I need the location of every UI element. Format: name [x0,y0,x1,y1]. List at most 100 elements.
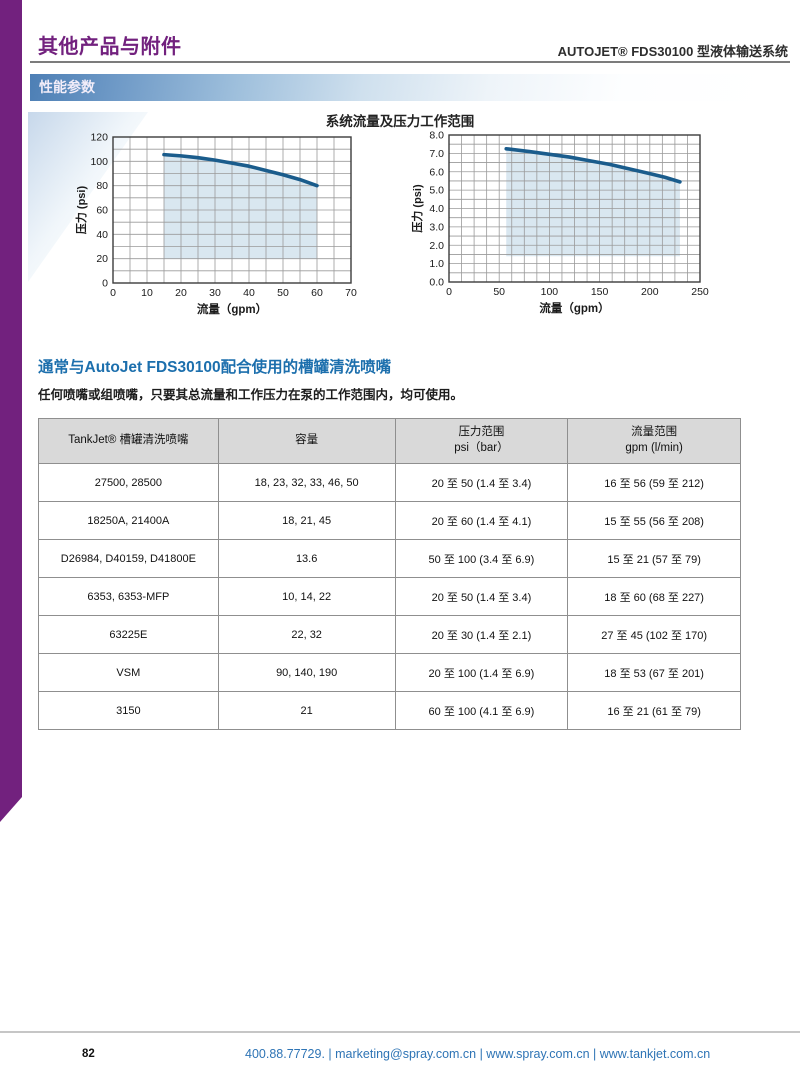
svg-text:1.0: 1.0 [429,258,444,270]
flow-pressure-chart-psi: 0 10 20 30 40 50 60 70 0 20 40 60 80 100 120 流量（gpm） 压力 … [73,131,363,324]
chart-svg: 0 50 100 150 200 250 0.0 1.0 2.0 3.0 4.0 5.0 6.0 7.0 8… [410,130,709,316]
table-cell: 60 至 100 (4.1 至 6.9) [394,691,569,730]
operating-curve [162,152,319,188]
table-cell: 20 至 100 (1.4 至 6.9) [394,653,569,692]
performance-band: 性能参数 [30,74,770,101]
nozzle-table-body: 27500, 28500 18, 23, 32, 33, 46, 50 20 至 5… [38,463,741,730]
svg-text:40: 40 [96,229,108,241]
svg-text:50: 50 [277,287,289,299]
table-cell: 20 至 60 (1.4 至 4.1) [394,501,569,540]
purple-side-ribbon [0,0,22,822]
svg-text:100: 100 [541,286,559,298]
svg-text:0: 0 [102,278,108,290]
svg-text:20: 20 [96,253,108,265]
header-divider [30,61,790,63]
column-header: TankJet® 槽罐清洗喷嘴 [38,418,219,464]
charts-title: 系统流量及压力工作范围 [325,114,475,129]
table-cell: 18 至 53 (67 至 201) [567,653,741,692]
svg-text:0.0: 0.0 [429,277,444,289]
table-row: 3150 21 60 至 100 (4.1 至 6.9) 16 至 21 (61 至 … [38,691,741,730]
table-row: VSM 90, 140, 190 20 至 100 (1.4 至 6.9) 18 至 … [38,653,741,692]
y-axis-title: 压力 (psi) [74,186,88,235]
x-axis-title: 流量（gpm） [197,302,267,316]
svg-text:40: 40 [243,287,255,299]
svg-text:10: 10 [141,287,153,299]
performance-band-label: 性能参数 [39,79,95,95]
table-cell: 16 至 21 (61 至 79) [567,691,741,730]
svg-text:250: 250 [691,286,709,298]
table-cell: 6353, 6353-MFP [38,577,219,616]
table-cell: 18 至 60 (68 至 227) [567,577,741,616]
table-cell: 21 [217,691,396,730]
table-cell: 90, 140, 190 [217,653,396,692]
table-cell: 22, 32 [217,615,396,654]
svg-text:0: 0 [110,287,116,299]
page-title: 其他产品与附件 [38,36,182,58]
operating-region [164,154,317,259]
table-row: 6353, 6353-MFP 10, 14, 22 20 至 50 (1.4 至 3… [38,577,741,616]
table-cell: 20 至 50 (1.4 至 3.4) [394,577,569,616]
y-axis-title: 压力 (psi) [410,184,424,233]
table-cell: 20 至 30 (1.4 至 2.1) [394,615,569,654]
grid-lines [448,134,701,283]
plot-border [112,136,352,284]
svg-text:30: 30 [209,287,221,299]
footer-contact: 400.88.77729. | marketing@spray.com.cn |… [245,1047,711,1061]
svg-text:60: 60 [96,205,108,217]
product-title: AUTOJET® FDS30100 型液体输送系统 [557,44,788,59]
table-cell: 15 至 21 (57 至 79) [567,539,741,578]
svg-text:80: 80 [96,180,108,192]
table-cell: 15 至 55 (56 至 208) [567,501,741,540]
table-cell: 10, 14, 22 [217,577,396,616]
table-cell: 18250A, 21400A [38,501,219,540]
svg-text:70: 70 [345,287,357,299]
svg-text:100: 100 [90,156,108,168]
table-cell: 16 至 56 (59 至 212) [567,463,741,502]
table-cell: 50 至 100 (3.4 至 6.9) [394,539,569,578]
table-cell: 20 至 50 (1.4 至 3.4) [394,463,569,502]
table-cell: VSM [38,653,219,692]
svg-text:0: 0 [446,286,452,298]
svg-text:7.0: 7.0 [429,148,444,160]
plot-border [448,134,701,283]
table-cell: 18, 21, 45 [217,501,396,540]
table-cell: 18, 23, 32, 33, 46, 50 [217,463,396,502]
svg-text:120: 120 [90,132,108,144]
column-header: 流量范围 gpm (l/min) [567,418,741,464]
column-header: 压力范围 psi（bar） [394,418,569,464]
svg-text:50: 50 [493,286,505,298]
table-cell: 27 至 45 (102 至 170) [567,615,741,654]
nozzle-table-header: TankJet® 槽罐清洗喷嘴 容量 压力范围 psi（bar） 流量范围 gpm (… [38,418,741,464]
chart-svg: 0 10 20 30 40 50 60 70 0 20 40 60 80 100 120 流量（gpm） 压力 … [74,132,357,317]
table-cell: D26984, D40159, D41800E [38,539,219,578]
table-cell: 13.6 [217,539,396,578]
svg-text:3.0: 3.0 [429,221,444,233]
svg-text:2.0: 2.0 [429,240,444,252]
table-row: D26984, D40159, D41800E 13.6 50 至 100 (3.4… [38,539,741,578]
svg-text:150: 150 [591,286,609,298]
table-cell: 27500, 28500 [38,463,219,502]
table-header-row: TankJet® 槽罐清洗喷嘴 容量 压力范围 psi（bar） 流量范围 gpm (… [38,418,741,464]
table-row: 18250A, 21400A 18, 21, 45 20 至 60 (1.4 至 4… [38,501,741,540]
nozzle-section-title: 通常与AutoJet FDS30100配合使用的槽罐清洗喷嘴 [38,359,392,376]
table-cell: 3150 [38,691,219,730]
table-row: 27500, 28500 18, 23, 32, 33, 46, 50 20 至 5… [38,463,741,502]
grid-lines [112,136,352,284]
svg-text:200: 200 [641,286,659,298]
page-number: 82 [82,1048,95,1060]
svg-text:20: 20 [175,287,187,299]
svg-text:60: 60 [311,287,323,299]
column-header: 容量 [217,418,396,464]
tick-labels: 0 50 100 150 200 250 0.0 1.0 2.0 3.0 4.0 5.0 6.0 7.0 8… [429,130,709,299]
nozzle-section-note: 任何喷嘴或组喷嘴，只要其总流量和工作压力在泵的工作范围内，均可使用。 [38,388,464,402]
table-row: 63225E 22, 32 20 至 30 (1.4 至 2.1) 27 至 45 (… [38,615,741,654]
footer-divider [0,1031,800,1033]
svg-text:4.0: 4.0 [429,203,444,215]
tick-labels: 0 10 20 30 40 50 60 70 0 20 40 60 80 100 120 [90,132,357,300]
flow-pressure-chart-large-flow: 0 50 100 150 200 250 0.0 1.0 2.0 3.0 4.0 5.0 6.0 7.0 8… [409,129,712,323]
svg-text:6.0: 6.0 [429,166,444,178]
operating-region [506,148,680,257]
nozzle-table: TankJet® 槽罐清洗喷嘴 容量 压力范围 psi（bar） 流量范围 gpm (… [38,418,741,730]
svg-text:5.0: 5.0 [429,185,444,197]
